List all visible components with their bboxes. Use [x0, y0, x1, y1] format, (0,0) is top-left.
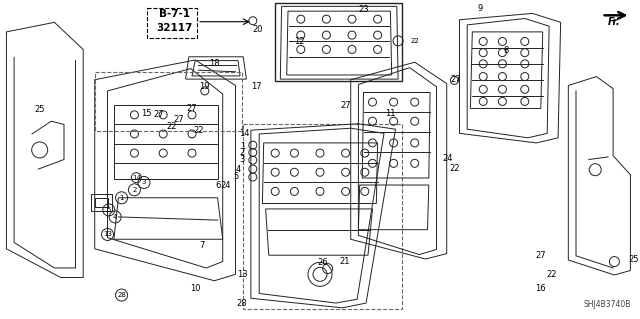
- Text: 22: 22: [449, 164, 460, 173]
- Text: 21: 21: [339, 257, 349, 266]
- Text: B-7-1: B-7-1: [159, 9, 189, 19]
- Text: 25: 25: [35, 105, 45, 114]
- Text: 22: 22: [547, 271, 557, 279]
- Text: 9: 9: [477, 4, 483, 13]
- Text: 15: 15: [141, 109, 151, 118]
- Text: 18: 18: [209, 59, 220, 68]
- Text: 3: 3: [239, 155, 244, 164]
- Text: 2: 2: [239, 148, 244, 157]
- Text: 4: 4: [113, 214, 117, 220]
- Text: 12: 12: [294, 37, 305, 46]
- Bar: [95, 72, 242, 131]
- Text: 19: 19: [200, 82, 210, 91]
- Text: SHJ4B3740B: SHJ4B3740B: [583, 300, 630, 309]
- Text: 27: 27: [536, 251, 546, 260]
- Text: 13: 13: [237, 271, 247, 279]
- Text: 4: 4: [236, 165, 241, 174]
- Bar: [147, 8, 197, 38]
- Text: 8: 8: [503, 46, 508, 55]
- Text: 5: 5: [233, 172, 238, 181]
- Text: 14: 14: [132, 175, 141, 181]
- Text: Fr.: Fr.: [608, 17, 621, 27]
- Text: 7: 7: [199, 241, 204, 250]
- Text: 27: 27: [340, 101, 351, 110]
- Text: 22: 22: [166, 122, 177, 130]
- Text: 10: 10: [190, 284, 200, 293]
- Bar: [243, 124, 402, 309]
- Text: 20: 20: [252, 25, 262, 34]
- Text: 6: 6: [215, 181, 220, 190]
- Text: 27: 27: [187, 104, 197, 113]
- Text: 16: 16: [536, 284, 546, 293]
- Text: 2: 2: [132, 187, 136, 193]
- Text: 23: 23: [358, 5, 369, 14]
- Text: 27: 27: [174, 115, 184, 124]
- Text: 25: 25: [628, 255, 639, 263]
- Text: 11: 11: [385, 109, 396, 118]
- Text: 5: 5: [107, 207, 111, 213]
- Text: 26: 26: [317, 258, 328, 267]
- Text: 27: 27: [154, 110, 164, 119]
- Text: 14: 14: [239, 129, 250, 138]
- Text: 22: 22: [410, 38, 419, 44]
- Text: 28: 28: [117, 292, 126, 298]
- Text: 1: 1: [119, 195, 124, 201]
- Text: 22: 22: [193, 126, 204, 135]
- Text: 13: 13: [103, 232, 112, 237]
- Text: 17: 17: [251, 82, 261, 91]
- Text: 28: 28: [237, 299, 247, 308]
- Bar: [275, 3, 402, 81]
- Text: 24: 24: [443, 154, 453, 163]
- Text: 32117: 32117: [156, 23, 192, 33]
- Text: 3: 3: [141, 180, 147, 185]
- Text: 27: 27: [451, 75, 461, 84]
- Text: 1: 1: [241, 142, 246, 151]
- Text: 24: 24: [220, 181, 230, 190]
